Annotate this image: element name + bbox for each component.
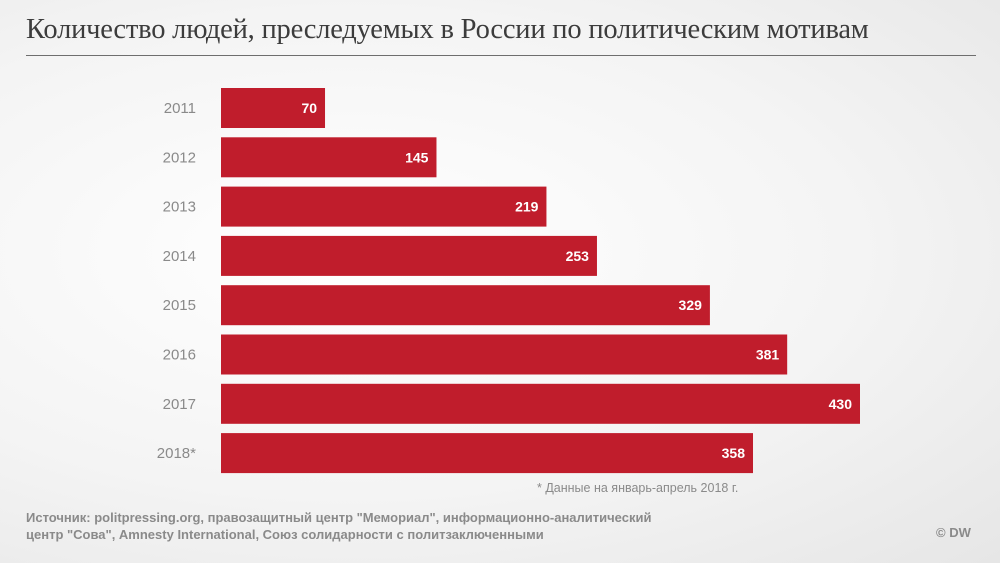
bar-chart: 2011 70 2012 145 2013 219 2014 253 2015 329 2016 38… [157,88,860,474]
bar-2011 [221,88,326,128]
category-label: 2012 [163,149,196,166]
value-label: 70 [301,100,317,116]
value-label: 430 [829,396,853,412]
value-label: 381 [756,347,780,363]
chart-title: Количество людей, преследуемых в России … [26,14,869,45]
bar-2018 [221,433,754,474]
source-line-2: центр "Сова", Amnesty International, Сою… [26,527,544,542]
value-label: 329 [679,297,703,313]
footnote: * Данные на январь-апрель 2018 г. [537,481,739,495]
category-label: 2016 [163,347,196,364]
value-label: 145 [405,149,429,165]
category-label: 2014 [163,248,196,265]
category-label: 2018* [157,445,196,462]
category-label: 2015 [163,297,196,314]
copyright-dw: © DW [936,525,971,540]
category-label: 2013 [163,199,196,216]
source-line-1: Источник: politpressing.org, правозащитн… [26,510,652,525]
category-label: 2011 [164,100,196,117]
bar-2014 [221,235,597,276]
title-divider [26,55,976,56]
bar-2016 [221,334,788,375]
value-label: 358 [722,445,746,461]
bar-2012 [221,137,437,178]
bar-2015 [221,285,710,326]
category-label: 2017 [163,396,196,413]
value-label: 219 [515,199,539,215]
bar-2017 [221,383,860,424]
value-label: 253 [566,248,590,264]
bar-2013 [221,186,547,227]
source-note: Источник: politpressing.org, правозащитн… [26,509,786,543]
